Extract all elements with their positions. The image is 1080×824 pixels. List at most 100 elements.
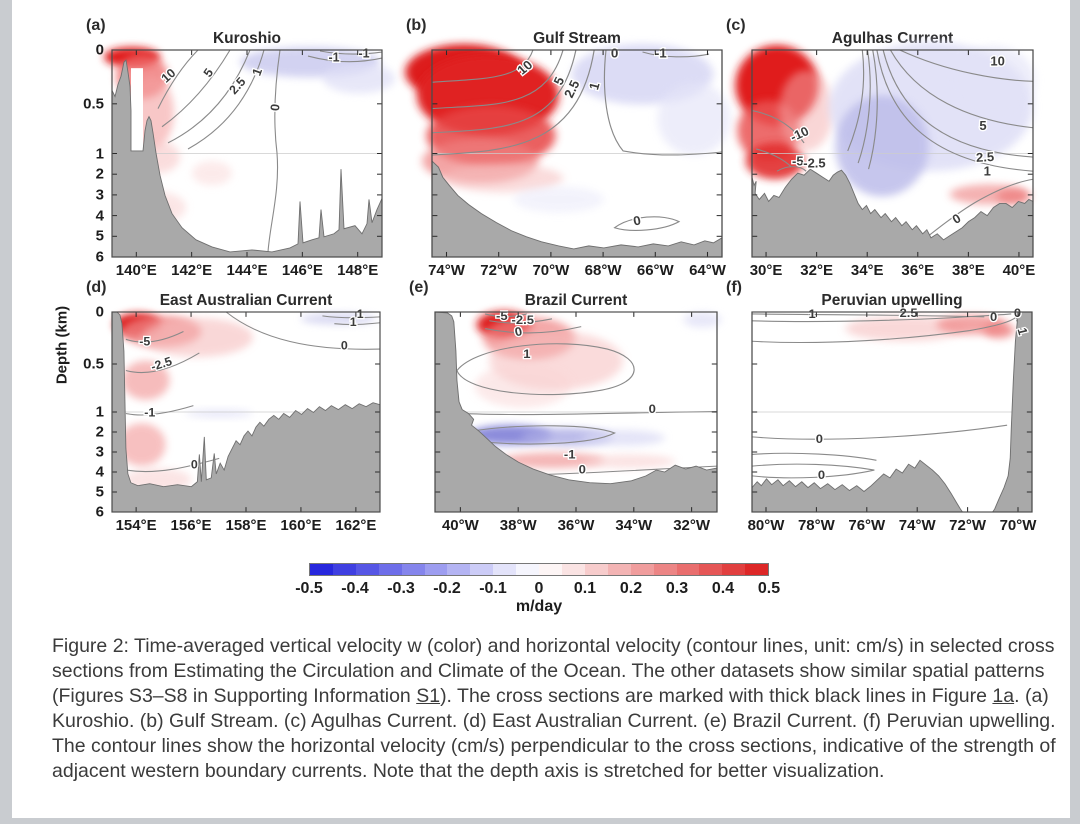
contour-line — [161, 49, 231, 128]
x-tick-label: 142°E — [171, 262, 213, 279]
colorbar-segment — [539, 564, 562, 575]
x-tick-label: 80°W — [747, 517, 785, 534]
colorbar-segment — [561, 564, 585, 575]
contour-line — [847, 49, 865, 152]
contour-line — [751, 313, 1012, 323]
contour-line — [857, 49, 871, 164]
velocity-blob — [442, 164, 564, 193]
velocity-blob — [683, 312, 722, 328]
panel-title-e: Brazil Current — [524, 292, 628, 309]
y-tick-label: 0.5 — [83, 355, 104, 373]
contour-line — [334, 322, 381, 326]
x-tick-label: 74°W — [428, 262, 465, 279]
contour-label: -5 — [139, 335, 150, 349]
contour-label: 2.5 — [900, 307, 918, 321]
velocity-blob — [474, 364, 571, 408]
contour-label: 1 — [809, 307, 816, 321]
velocity-blob — [996, 189, 1030, 204]
velocity-blob — [835, 95, 929, 197]
contour-line — [125, 405, 194, 416]
contour-label: -5 — [792, 154, 804, 169]
velocity-blob — [583, 454, 676, 469]
contour-label: 0 — [341, 338, 348, 352]
contour-label: 10 — [990, 54, 1004, 69]
y-tick-label: 1 — [95, 145, 104, 162]
panel-letter-a: (a) — [86, 17, 106, 34]
x-tick-label: 38°W — [499, 517, 537, 534]
contour-line — [167, 49, 251, 144]
colorbar-tick-label: -0.4 — [341, 580, 369, 597]
x-tick-label: 70°W — [532, 262, 570, 279]
velocity-blob — [192, 161, 232, 186]
colorbar-tick-label: 0 — [534, 580, 544, 597]
colorbar-unit-label: m/day — [515, 598, 563, 615]
figure-caption: Figure 2: Time-averaged vertical velocit… — [52, 634, 1058, 784]
contour-line — [472, 425, 616, 445]
contour-label: 0 — [818, 468, 825, 482]
caption-link-s1[interactable]: S1 — [416, 685, 441, 707]
y-tick-label: 3 — [95, 443, 104, 461]
colorbar-segment — [607, 564, 631, 575]
y-tick-label: 4 — [95, 463, 104, 481]
colorbar-tick-label: -0.2 — [433, 580, 461, 597]
panel-title-b: Gulf Stream — [533, 30, 621, 47]
contour-line — [751, 452, 877, 461]
panel-b: (b) Gulf Stream 10 5 2.5 1 0 -1 0 74°W 72°W 70°W 68°… — [405, 17, 731, 279]
contour-label: 2.5 — [976, 149, 995, 165]
contour-line — [889, 49, 1034, 129]
x-tick-label: 38°E — [952, 262, 985, 279]
page-background: Depth (km) (a) Kuroshio 10 5 2.5 1 0 -1 -1 140°E 1… — [12, 0, 1070, 818]
caption-link-1a[interactable]: 1a — [992, 685, 1015, 707]
x-tick-label: 40°E — [1002, 262, 1036, 279]
y-tick-label: 0 — [95, 303, 104, 321]
colorbar-tick-label: -0.5 — [295, 580, 323, 597]
x-tick-label: 72°W — [949, 517, 987, 534]
contour-line — [157, 49, 199, 109]
colorbar-segment — [470, 564, 494, 575]
velocity-blob — [657, 82, 731, 156]
y-tick-label: 2 — [95, 423, 104, 441]
bathymetry — [111, 311, 381, 513]
x-tick-label: 40°W — [441, 517, 479, 534]
colorbar-segment — [401, 564, 425, 575]
y-tick-label: 0 — [95, 41, 104, 59]
panel-title-d: East Australian Current — [159, 292, 333, 309]
y-tick-label: 0.5 — [83, 95, 104, 113]
y-tick-label: 4 — [95, 207, 104, 225]
contour-label: -2.5 — [511, 313, 533, 327]
x-tick-label: 74°W — [898, 517, 936, 534]
contour-label: 0 — [1014, 307, 1021, 321]
contour-label: -1 — [144, 406, 155, 420]
contour-line — [431, 49, 534, 83]
colorbar-segment — [653, 564, 677, 575]
panel-e: (e) Brazil Current -5 -2.5 0 1 0 -1 0 40°W 38°W 36°… — [409, 279, 722, 534]
colorbar-segment — [378, 564, 402, 575]
contour-line — [756, 148, 792, 168]
panel-c: (c) Agulhas Current 10 5 2.5 1 -10 -5 -2.5 0 30°E 3… — [726, 17, 1036, 279]
x-tick-label: 32°W — [673, 517, 711, 534]
contour-line — [319, 50, 383, 55]
contour-label: 0 — [649, 402, 656, 416]
contour-line — [460, 410, 718, 416]
contour-line — [489, 318, 553, 324]
x-tick-label: 160°E — [280, 517, 322, 534]
x-tick-label: 36°W — [557, 517, 595, 534]
colorbar-tick-label: 0.3 — [665, 580, 689, 597]
panel-letter-f: (f) — [726, 279, 742, 296]
bathymetry — [111, 59, 383, 258]
y-tick-label: 6 — [95, 503, 104, 521]
x-tick-label: 158°E — [225, 517, 267, 534]
panel-a: (a) Kuroshio 10 5 2.5 1 0 -1 -1 140°E 142°E 144°E 14… — [83, 17, 395, 279]
y-tick-label: 3 — [95, 186, 104, 204]
plot-border — [434, 311, 718, 513]
velocity-blob — [513, 186, 604, 213]
depth-axis-label: Depth (km) — [53, 305, 71, 385]
colorbar-segment — [424, 564, 448, 575]
velocity-blob — [581, 430, 665, 446]
contour-label: -1 — [564, 448, 576, 462]
x-tick-label: 78°W — [797, 517, 835, 534]
velocity-blob — [779, 70, 834, 151]
